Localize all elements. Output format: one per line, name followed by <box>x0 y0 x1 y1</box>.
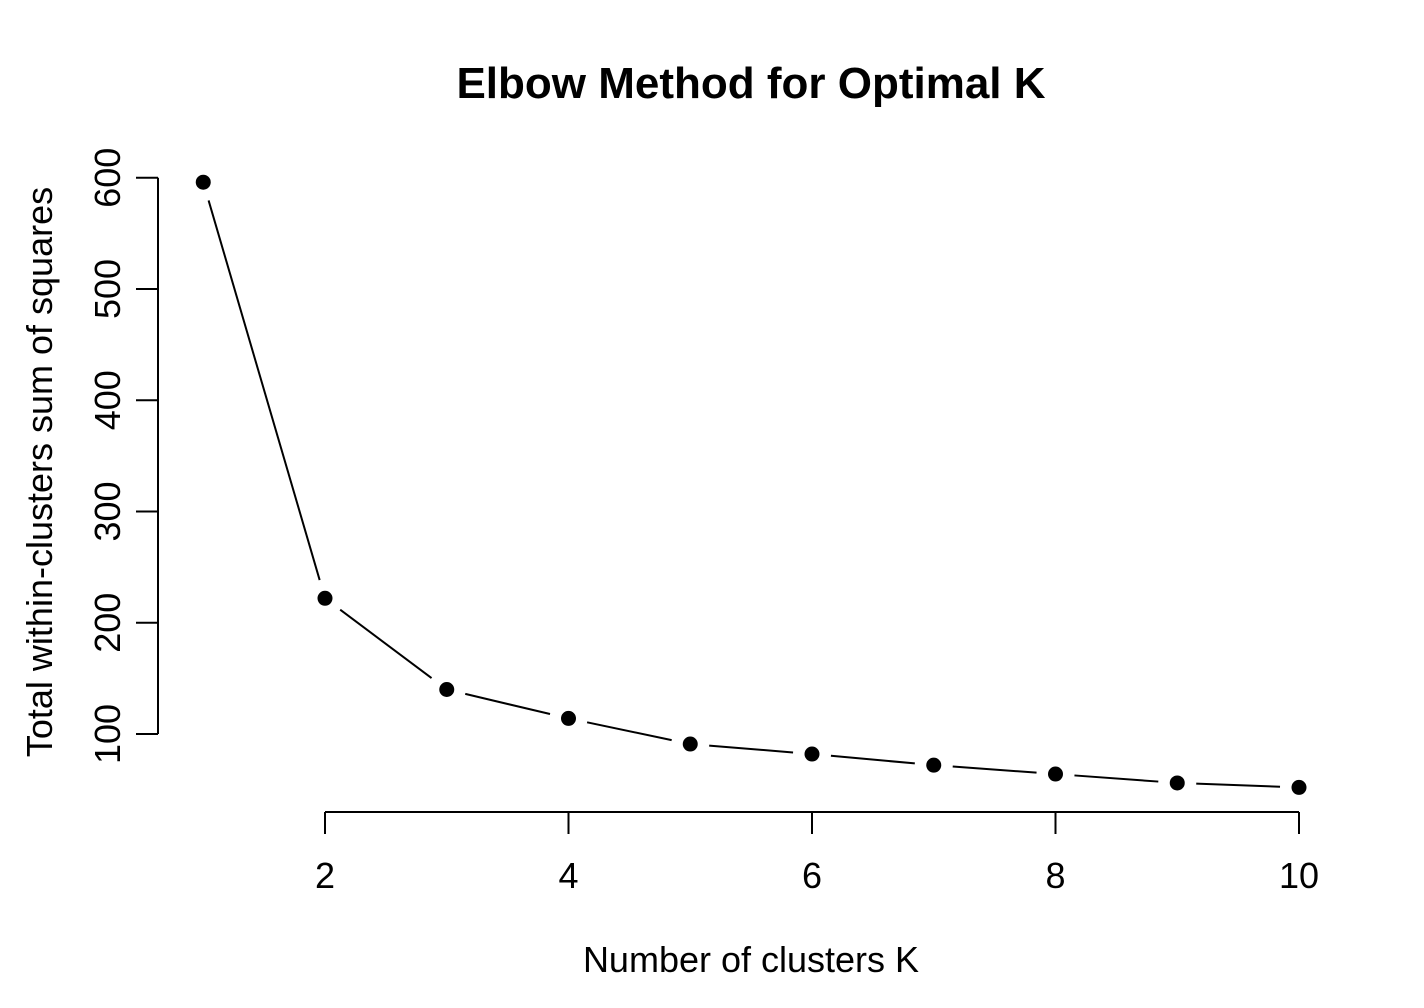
series-segment <box>1196 782 1281 788</box>
y-tick-label: 500 <box>87 259 128 319</box>
y-tick-label: 300 <box>87 481 128 541</box>
data-point <box>1291 779 1307 795</box>
data-point <box>926 757 942 773</box>
x-tick-label: 8 <box>1045 855 1065 896</box>
x-axis-label: Number of clusters K <box>583 939 919 980</box>
series-segment <box>1074 774 1159 783</box>
series-segment <box>339 608 433 679</box>
y-tick-label: 200 <box>87 593 128 653</box>
x-tick-label: 10 <box>1279 855 1319 896</box>
y-tick-label: 400 <box>87 370 128 430</box>
chart-title: Elbow Method for Optimal K <box>456 59 1045 108</box>
y-tick-label: 600 <box>87 148 128 208</box>
series-segment <box>952 765 1037 774</box>
x-tick-label: 2 <box>315 855 335 896</box>
y-axis-label: Total within-clusters sum of squares <box>19 187 60 757</box>
data-series <box>195 174 1307 795</box>
series-segment <box>709 744 794 754</box>
series-segment <box>465 692 551 716</box>
y-tick-label: 100 <box>87 704 128 764</box>
data-point <box>195 174 211 190</box>
data-point <box>682 736 698 752</box>
data-point <box>804 746 820 762</box>
data-point <box>1048 766 1063 782</box>
data-point <box>1169 775 1185 791</box>
series-segment <box>586 721 672 742</box>
series-segment <box>830 754 915 765</box>
axes: 100 200 300 400 500 600 2 4 6 8 10 <box>87 148 1319 896</box>
x-tick-label: 6 <box>802 855 822 896</box>
data-point <box>439 682 455 697</box>
series-segment <box>207 200 321 581</box>
data-point <box>561 710 576 726</box>
x-tick-label: 4 <box>558 855 578 896</box>
data-point <box>317 590 333 606</box>
